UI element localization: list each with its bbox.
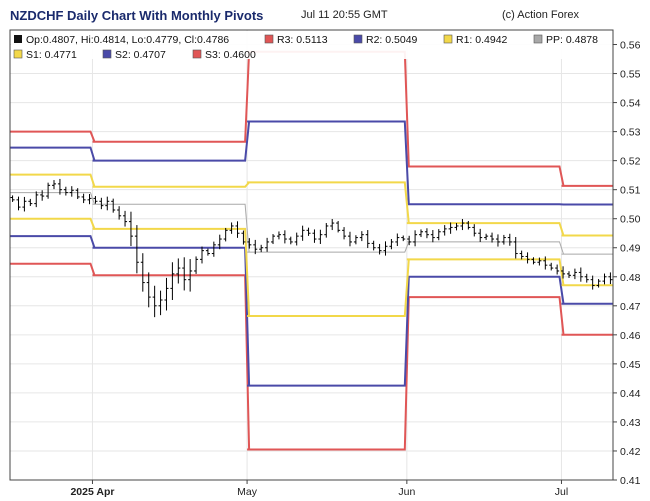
grid-lines xyxy=(10,30,613,481)
chart-timestamp: Jul 11 20:55 GMT xyxy=(301,9,388,21)
y-tick-label: 0.52 xyxy=(620,156,641,168)
y-tick-label: 0.51 xyxy=(620,185,641,197)
y-tick-label: 0.49 xyxy=(620,243,641,255)
y-tick-label: 0.48 xyxy=(620,272,641,284)
legend: Op:0.4807, Hi:0.4814, Lo:0.4779, Cl:0.47… xyxy=(11,31,612,61)
pivot-line-s1 xyxy=(10,217,613,317)
pivot-line-s3 xyxy=(10,262,613,451)
x-tick-label: 2025 Apr xyxy=(70,486,114,498)
legend-swatch-r1 xyxy=(443,34,453,44)
x-tick-label: May xyxy=(237,486,258,498)
legend-item-s1: S1: 0.4771 xyxy=(26,49,77,61)
x-tick-label: Jun xyxy=(398,486,415,498)
legend-swatch-s3 xyxy=(192,49,202,59)
legend-item-s3: S3: 0.4600 xyxy=(205,49,256,61)
chart-credit: (c) Action Forex xyxy=(502,9,580,21)
y-tick-label: 0.56 xyxy=(620,40,641,52)
legend-item-s2: S2: 0.4707 xyxy=(115,49,166,61)
legend-swatch-s1 xyxy=(13,49,23,59)
y-tick-label: 0.53 xyxy=(620,127,641,139)
legend-swatch-r2 xyxy=(353,34,363,44)
legend-item-r2: R2: 0.5049 xyxy=(366,34,418,46)
y-tick-label: 0.55 xyxy=(620,69,641,81)
y-tick-label: 0.45 xyxy=(620,359,641,371)
x-axis: 2025 Apr May Jun Jul xyxy=(70,480,568,498)
pivot-line-r2 xyxy=(10,120,613,206)
legend-item-pp: PP: 0.4878 xyxy=(546,34,598,46)
chart-header: NZDCHF Daily Chart With Monthly Pivots J… xyxy=(0,0,650,30)
y-axis: 0.56 0.55 0.54 0.53 0.52 0.51 0.50 0.49 0.48 0.47… xyxy=(613,40,641,487)
legend-item-r1: R1: 0.4942 xyxy=(456,34,508,46)
pivot-line-pp xyxy=(10,192,613,255)
y-tick-label: 0.54 xyxy=(620,98,641,110)
plot-frame xyxy=(9,29,614,481)
pivot-lines xyxy=(10,50,613,451)
y-tick-label: 0.46 xyxy=(620,330,641,342)
y-tick-label: 0.41 xyxy=(620,475,641,487)
y-tick-label: 0.50 xyxy=(620,214,641,226)
pivot-line-r1 xyxy=(10,173,613,237)
legend-swatch-r3 xyxy=(264,34,274,44)
legend-swatch-pp xyxy=(533,34,543,44)
x-tick-label: Jul xyxy=(555,486,568,498)
legend-swatch-s2 xyxy=(102,49,112,59)
candlesticks xyxy=(10,178,613,318)
y-tick-label: 0.43 xyxy=(620,417,641,429)
pivot-line-r3 xyxy=(10,50,613,187)
legend-item-r3: R3: 0.5113 xyxy=(277,34,328,46)
y-tick-label: 0.42 xyxy=(620,446,641,458)
legend-swatch-ohlc xyxy=(14,35,22,43)
legend-ohlc: Op:0.4807, Hi:0.4814, Lo:0.4779, Cl:0.47… xyxy=(26,34,229,46)
pivot-line-s2 xyxy=(10,235,613,387)
chart-title: NZDCHF Daily Chart With Monthly Pivots xyxy=(10,8,264,23)
y-tick-label: 0.47 xyxy=(620,301,641,313)
y-tick-label: 0.44 xyxy=(620,388,641,400)
